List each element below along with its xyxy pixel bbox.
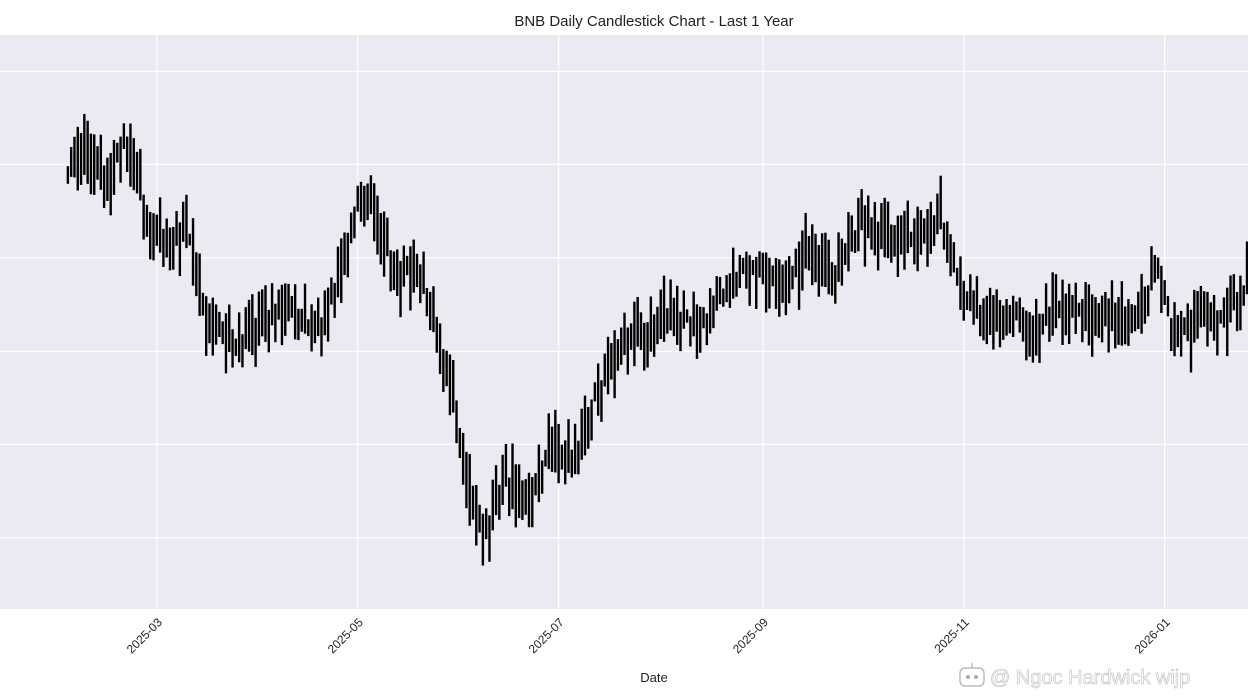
x-tick-label-4: 2025-11 <box>931 615 972 656</box>
watermark-text: @ Ngoc Hardwick wijp <box>990 667 1190 689</box>
x-tick-label-5: 2026-01 <box>1132 615 1173 656</box>
chart-title: BNB Daily Candlestick Chart - Last 1 Yea… <box>514 13 793 30</box>
x-tick-label-0: 2025-03 <box>124 615 165 656</box>
x-axis-label: Date <box>640 670 667 685</box>
x-tick-label-1: 2025-05 <box>325 615 366 656</box>
watermark: @ Ngoc Hardwick wijp <box>959 663 1191 689</box>
x-tick-label-3: 2025-09 <box>730 615 771 656</box>
x-tick-label-2: 2025-07 <box>526 615 567 656</box>
bot-icon <box>959 663 985 687</box>
x-tick-labels: 2025-03 2025-05 2025-07 2025-09 2025-11 2026-… <box>124 615 1173 656</box>
candles <box>66 113 1248 566</box>
